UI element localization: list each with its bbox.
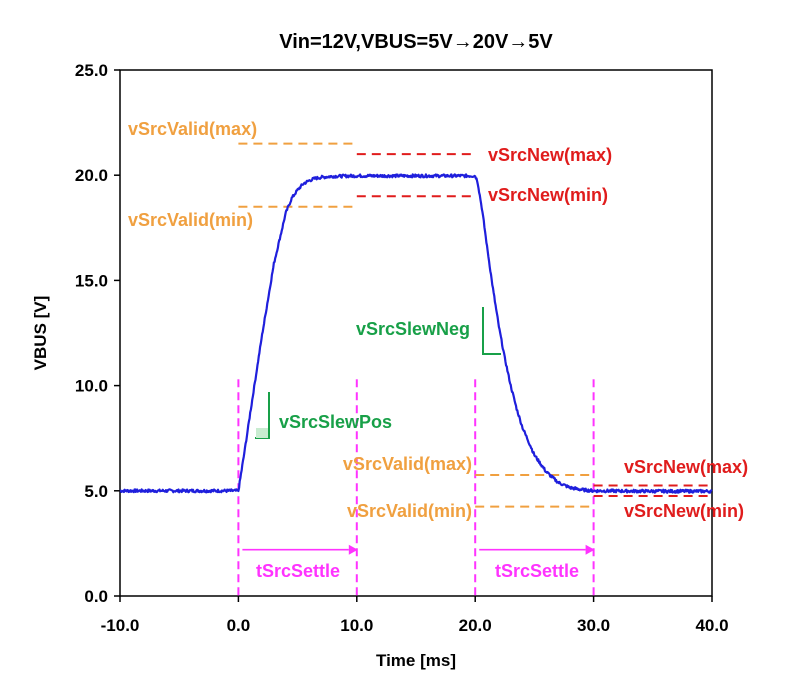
x-tick-label: -10.0 <box>101 616 140 635</box>
vsrcvalid-min-1-label: vSrcValid(min) <box>128 210 253 230</box>
x-axis-label: Time [ms] <box>376 651 456 670</box>
y-tick-label: 20.0 <box>75 166 108 185</box>
settle-1-label: tSrcSettle <box>256 561 340 581</box>
slew-pos-label: vSrcSlewPos <box>279 412 392 432</box>
y-tick-label: 0.0 <box>84 587 108 606</box>
y-axis-label: VBUS [V] <box>31 296 50 371</box>
vsrcvalid-max-2-label: vSrcValid(max) <box>343 454 472 474</box>
x-tick-label: 30.0 <box>577 616 610 635</box>
y-tick-label: 10.0 <box>75 377 108 396</box>
vbus-trace <box>119 173 713 494</box>
x-tick-label: 0.0 <box>227 616 251 635</box>
settle-2-arrowhead <box>585 544 595 555</box>
slew-neg-marker <box>482 307 501 355</box>
x-tick-label: 10.0 <box>340 616 373 635</box>
vsrcvalid-max-1-label: vSrcValid(max) <box>128 119 257 139</box>
slew-neg-label: vSrcSlewNeg <box>356 319 470 339</box>
vsrcnew-max-2-label: vSrcNew(max) <box>624 457 748 477</box>
settle-2-label: tSrcSettle <box>495 561 579 581</box>
vsrcnew-min-2-label: vSrcNew(min) <box>624 501 744 521</box>
vsrcvalid-min-2-label: vSrcValid(min) <box>347 501 472 521</box>
y-tick-label: 25.0 <box>75 61 108 80</box>
y-tick-label: 15.0 <box>75 271 108 290</box>
slew-pos-fill <box>256 428 268 438</box>
x-tick-label: 40.0 <box>695 616 728 635</box>
vsrcnew-max-1-label: vSrcNew(max) <box>488 145 612 165</box>
chart-title: Vin=12V,VBUS=5V→20V→5V <box>279 31 553 53</box>
settle-1-arrowhead <box>348 544 358 555</box>
vsrcnew-min-1-label: vSrcNew(min) <box>488 185 608 205</box>
plot-frame <box>119 69 713 597</box>
x-tick-label: 20.0 <box>459 616 492 635</box>
y-tick-label: 5.0 <box>84 482 108 501</box>
